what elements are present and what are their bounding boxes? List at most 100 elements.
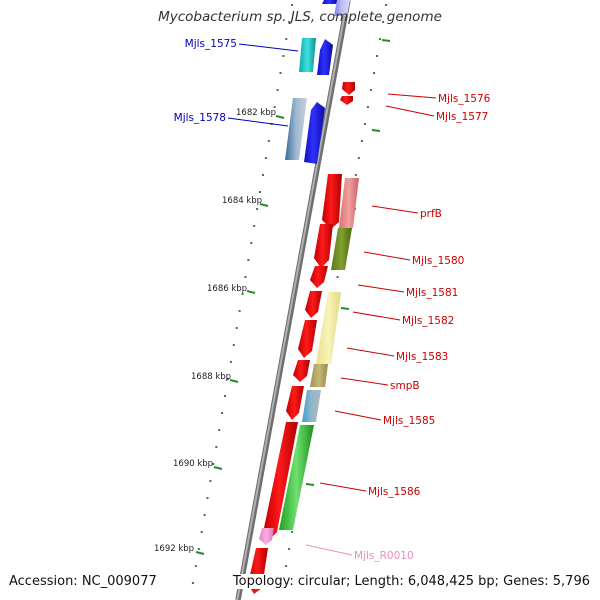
inner-tick-dot	[218, 429, 221, 431]
gene-label[interactable]: Mjls_R0010	[354, 550, 414, 562]
inner-tick-dot	[241, 293, 244, 295]
inner-tick-dot	[291, 4, 294, 6]
gene-feature-mjls-1586-red	[264, 422, 298, 539]
inner-tick-dot	[273, 106, 276, 108]
gene-feature-mjls-1578-blue	[304, 102, 325, 164]
gene-leader-line	[340, 377, 389, 386]
gene-label[interactable]: Mjls_1578	[174, 112, 226, 124]
kbp-tick	[259, 203, 269, 207]
gene-feature-mjls-1583	[298, 320, 317, 358]
gene-feature-mjls-r0010	[259, 528, 274, 545]
outer-tick-dot	[369, 89, 372, 91]
inner-tick-dot	[212, 463, 215, 465]
inner-tick-dot	[194, 565, 197, 567]
gene-feature-top-lavender	[334, 0, 350, 16]
gene-feature-mjls-1581	[310, 266, 328, 288]
accession-text: Accession: NC_009077	[9, 574, 157, 589]
inner-tick-dot	[221, 412, 224, 414]
gene-leader-line	[227, 117, 289, 127]
outer-major-tick	[305, 483, 315, 486]
gene-label[interactable]: Mjls_1576	[438, 93, 491, 105]
gene-feature-mjls-1585-sky	[302, 390, 321, 422]
inner-tick-dot	[200, 531, 203, 533]
gene-feature-mjls-1575-blue	[317, 39, 333, 75]
gene-leader-line	[371, 205, 419, 214]
genome-title: Mycobacterium sp. JLS, complete genome	[158, 9, 442, 25]
gene-feature-mjls-1580-red	[314, 224, 333, 268]
inner-tick-dot	[229, 361, 232, 363]
gene-leader-line	[357, 284, 405, 293]
gene-label[interactable]: Mjls_1580	[412, 255, 464, 267]
kbp-label: 1692 kbp	[154, 544, 194, 554]
inner-tick-dot	[197, 548, 200, 550]
inner-tick-dot	[232, 344, 235, 346]
inner-tick-dot	[253, 225, 256, 227]
gene-label[interactable]: Mjls_1583	[396, 351, 448, 363]
inner-tick-dot	[276, 89, 279, 91]
gene-leader-line	[387, 93, 437, 99]
inner-tick-dot	[226, 378, 229, 380]
kbp-label: 1686 kbp	[207, 284, 247, 294]
inner-tick-dot	[244, 276, 247, 278]
kbp-tick	[213, 466, 223, 470]
gene-label[interactable]: Mjls_1581	[406, 287, 458, 299]
outer-tick-dot	[376, 55, 378, 57]
kbp-tick	[275, 115, 285, 119]
gene-feature-smpb-khaki	[310, 364, 328, 387]
inner-tick-dot	[279, 72, 282, 74]
gene-label[interactable]: smpB	[390, 380, 420, 392]
gene-feature-prfb-red	[322, 174, 342, 229]
inner-tick-dot	[191, 582, 194, 584]
gene-feature-mjls-1578-steel	[285, 98, 307, 160]
inner-tick-dot	[224, 395, 226, 397]
gene-leader-line	[363, 251, 411, 261]
inner-tick-dot	[206, 497, 209, 499]
kbp-tick	[195, 551, 205, 555]
gene-leader-line	[238, 43, 299, 52]
gene-leader-line	[352, 311, 401, 321]
kbp-label: 1682 kbp	[236, 108, 276, 118]
inner-tick-dot	[267, 140, 270, 142]
gene-label[interactable]: Mjls_1575	[185, 38, 237, 50]
gene-feature-mjls-1586-green	[279, 425, 314, 530]
gene-leader-line	[385, 105, 435, 117]
gene-label[interactable]: Mjls_1586	[368, 486, 421, 498]
gene-feature-mjls-1582	[305, 291, 322, 318]
kbp-label: 1684 kbp	[222, 196, 262, 206]
genome-backbone	[235, 0, 351, 600]
gene-leader-line	[319, 482, 367, 492]
outer-tick-dot	[360, 140, 363, 142]
kbp-label: 1690 kbp	[173, 459, 213, 469]
gene-feature-mjls-1577	[340, 96, 353, 105]
gene-label[interactable]: prfB	[420, 208, 442, 220]
outer-tick-dot	[373, 72, 375, 74]
outer-tick-dot	[336, 276, 339, 278]
inner-tick-dot	[282, 55, 285, 57]
inner-tick-dot	[215, 446, 218, 448]
outer-tick-dot	[366, 106, 369, 108]
inner-tick-dot	[238, 310, 241, 312]
gene-label[interactable]: Mjls_1577	[436, 111, 488, 123]
outer-tick-dot	[385, 4, 388, 6]
inner-tick-dot	[288, 21, 291, 23]
outer-tick-dot	[285, 565, 288, 567]
gene-feature-mjls-1580-olive	[331, 228, 352, 270]
inner-tick-dot	[259, 191, 261, 193]
gene-feature-smpb-red	[293, 360, 310, 382]
gene-feature-mjls-1575-cyan	[299, 38, 316, 72]
inner-tick-dot	[262, 174, 264, 176]
outer-major-tick	[371, 129, 381, 132]
gene-feature-mjls-1585-red	[286, 386, 304, 420]
inner-tick-dot	[203, 514, 206, 516]
outer-tick-dot	[288, 548, 291, 550]
gene-labels: Mjls_1575 Mjls_1576 Mjls_1577 Mjls_1578 prfB…	[174, 38, 491, 562]
gene-label[interactable]: Mjls_1585	[383, 415, 435, 427]
kbp-tick	[246, 290, 256, 294]
gene-label[interactable]: Mjls_1582	[402, 315, 454, 327]
gene-feature-top-forward	[322, 0, 338, 4]
inner-tick-ring	[191, 4, 294, 584]
outer-tick-dot	[291, 531, 294, 533]
outer-major-tick	[340, 307, 350, 310]
gene-feature-mjls-1576	[342, 82, 355, 95]
